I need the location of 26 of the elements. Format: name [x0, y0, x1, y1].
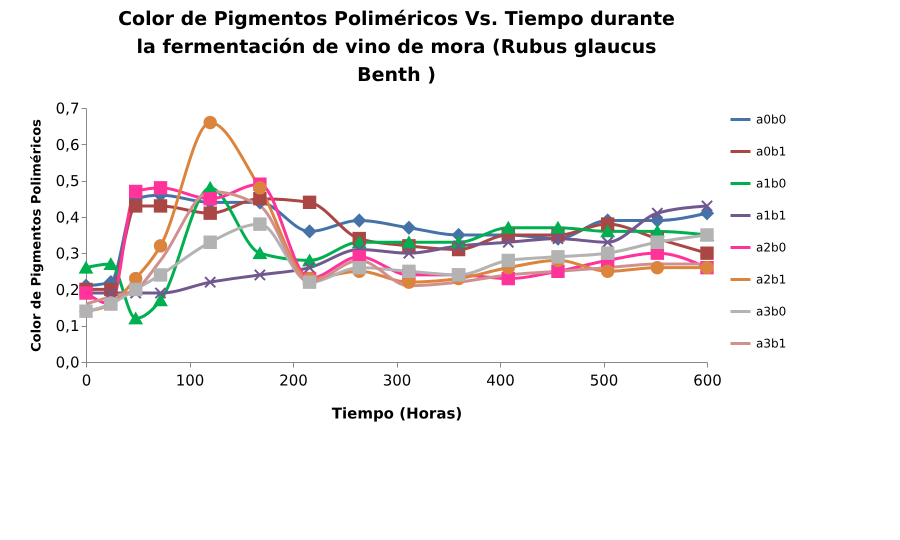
y-tick-label: 0,5	[56, 172, 80, 190]
y-tick-label: 0,7	[56, 100, 80, 118]
x-tick-label: 600	[693, 372, 722, 390]
chart-title: Color de Pigmentos Poliméricos Vs. Tiempo durante la fermentación de vino de mora (Rubus glaucus Benth )	[118, 8, 675, 86]
x-tick-label: 500	[590, 372, 618, 390]
y-tick-label: 0,1	[56, 317, 80, 336]
legend-label: a3b0	[756, 304, 786, 318]
x-tick-label: 300	[382, 372, 412, 390]
y-tick-label: 0,0	[56, 354, 80, 372]
x-tick-label: 0	[82, 372, 92, 390]
x-axis-title: Tiempo (Horas)	[332, 404, 462, 422]
y-tick-label: 0,3	[56, 244, 80, 263]
y-axis-title: Color de Pigmentos Poliméricos	[30, 118, 45, 352]
x-tick-label: 400	[486, 372, 515, 390]
legend-label: a0b0	[756, 112, 786, 126]
legend-label: a3b1	[756, 336, 786, 350]
legend-label: a2b1	[756, 272, 786, 286]
y-tick-label: 0,2	[56, 280, 80, 299]
legend-label: a2b0	[756, 240, 786, 254]
x-tick-label: 100	[176, 372, 204, 390]
legend-label: a0b1	[756, 144, 786, 158]
x-tick-label: 200	[279, 372, 308, 390]
y-tick-label: 0,6	[56, 136, 80, 154]
legend-label: a1b1	[756, 208, 786, 222]
y-tick-label: 0,4	[56, 208, 80, 226]
legend-label: a1b0	[756, 176, 786, 190]
